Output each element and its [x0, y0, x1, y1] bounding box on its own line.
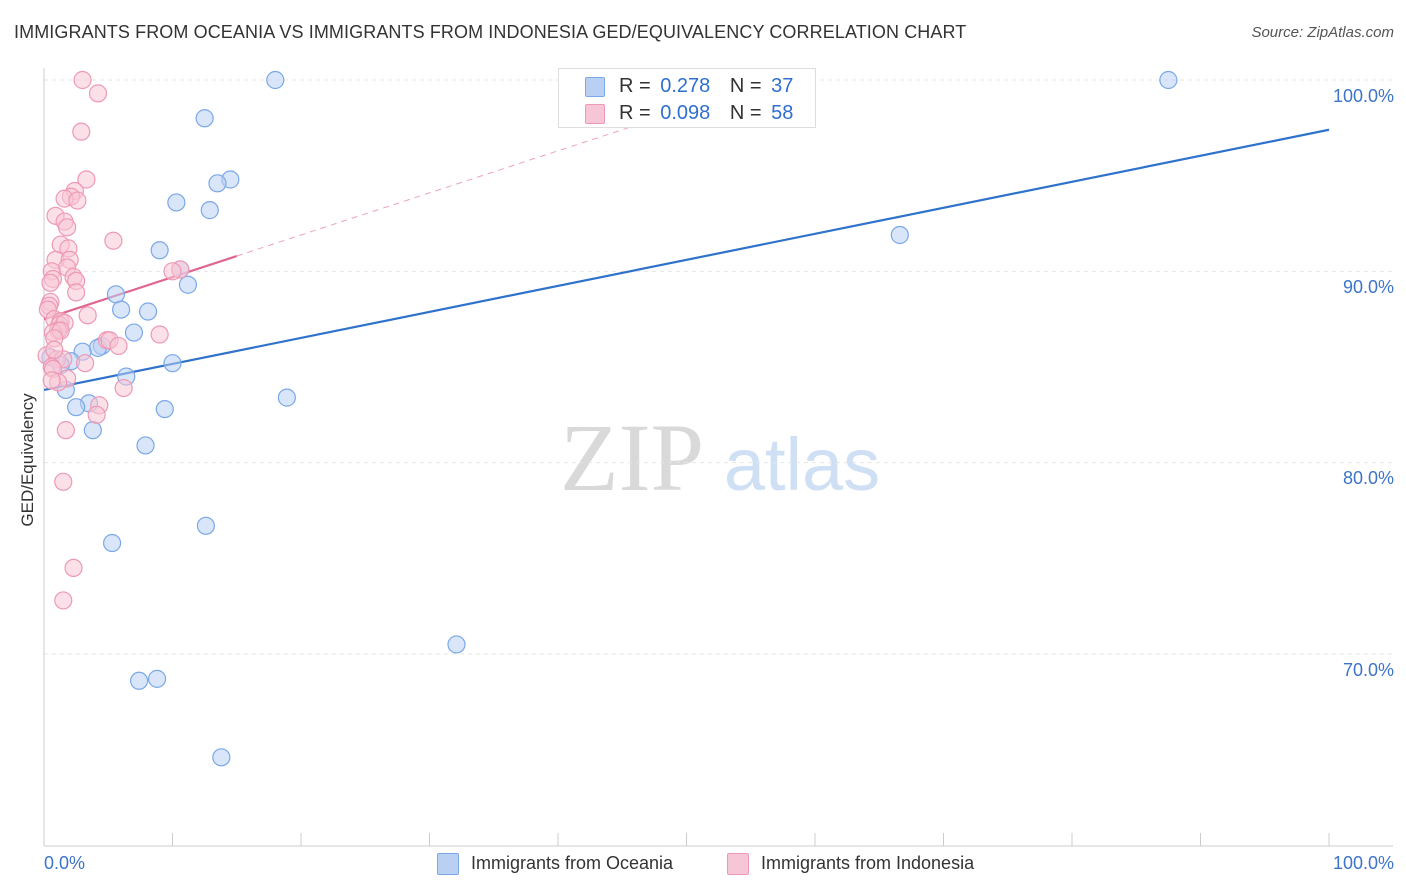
legend-label-indonesia: Immigrants from Indonesia	[761, 853, 975, 873]
point-indonesia-1	[88, 84, 108, 103]
point-indonesia-11	[104, 231, 123, 250]
trend-lines	[44, 68, 1330, 392]
trendline-oceania	[44, 128, 1330, 392]
legend-n-label: N =	[729, 102, 762, 124]
watermark-atlas: atlas	[724, 423, 880, 506]
point-oceania-30	[196, 516, 216, 535]
legend-n-value-indonesia: 58	[771, 102, 794, 124]
point-indonesia-2	[72, 122, 91, 141]
axes	[43, 68, 1393, 847]
point-oceania-31	[103, 533, 122, 553]
legend-r-value-indonesia: 0.098	[660, 102, 711, 124]
stats-legend: R = 0.278 N = 37 R = 0.098 N = 58	[558, 68, 816, 128]
legend-swatch-indonesia	[727, 853, 749, 875]
point-indonesia-54	[64, 558, 83, 578]
point-indonesia-52	[56, 421, 75, 440]
point-oceania-32	[447, 635, 466, 654]
point-indonesia-48	[42, 371, 61, 390]
gridlines	[44, 79, 1393, 655]
point-indonesia-40	[109, 336, 128, 356]
point-oceania-4	[208, 174, 227, 193]
legend-swatch-oceania	[437, 853, 459, 875]
trendline-indonesia	[44, 254, 238, 321]
point-oceania-33	[147, 669, 167, 688]
watermark-zip: ZIP	[560, 404, 704, 511]
legend-r-label: R =	[619, 75, 651, 97]
y-tick-label-90: 90.0%	[1342, 277, 1394, 297]
point-indonesia-37	[150, 325, 169, 344]
point-indonesia-56	[45, 340, 64, 359]
y-axis-label: GED/Equivalency	[18, 393, 37, 527]
point-oceania-29	[136, 436, 155, 455]
point-indonesia-49	[114, 378, 133, 398]
point-oceania-5	[167, 193, 186, 212]
point-oceania-11	[106, 285, 126, 304]
data-points	[37, 70, 1178, 767]
point-oceania-2	[195, 109, 214, 128]
y-tick-label-70: 70.0%	[1342, 660, 1394, 680]
point-indonesia-3	[77, 170, 96, 189]
point-indonesia-55	[54, 591, 73, 610]
point-oceania-35	[212, 748, 231, 767]
point-indonesia-18	[163, 262, 182, 281]
point-oceania-27	[155, 399, 174, 419]
point-indonesia-28	[78, 306, 97, 325]
legend-swatch-indonesia	[585, 104, 605, 124]
point-oceania-34	[129, 671, 149, 690]
point-indonesia-10	[58, 218, 77, 237]
point-oceania-7	[150, 241, 169, 260]
trendline-indonesia-extension	[236, 68, 813, 257]
legend-r-label: R =	[619, 102, 651, 124]
x-tick-label-max: 100.0%	[1332, 853, 1394, 873]
chart-source: Source: ZipAtlas.com	[1251, 24, 1394, 41]
legend-swatch-oceania	[585, 77, 605, 97]
point-indonesia-0	[73, 70, 92, 90]
series-legend: Immigrants from Oceania Immigrants from …	[0, 852, 1406, 878]
point-oceania-28	[83, 421, 102, 440]
point-oceania-21	[163, 354, 182, 373]
point-oceania-6	[200, 201, 219, 220]
point-oceania-13	[138, 302, 158, 321]
chart-title: IMMIGRANTS FROM OCEANIA VS IMMIGRANTS FR…	[14, 22, 967, 42]
point-oceania-26	[67, 398, 86, 417]
y-tick-label-80: 80.0%	[1342, 468, 1394, 488]
legend-n-value-oceania: 37	[771, 75, 794, 97]
legend-label-oceania: Immigrants from Oceania	[471, 853, 674, 873]
point-oceania-12	[111, 300, 131, 319]
legend-n-label: N =	[729, 75, 762, 97]
legend-r-value-oceania: 0.278	[660, 75, 711, 97]
x-ticks	[43, 833, 1330, 846]
watermark: ZIP atlas	[560, 404, 880, 511]
point-oceania-10	[178, 275, 198, 294]
point-oceania-24	[277, 388, 296, 407]
point-oceania-9	[890, 225, 909, 245]
point-indonesia-24	[67, 283, 86, 302]
point-indonesia-53	[54, 472, 73, 491]
point-oceania-1	[1159, 70, 1178, 90]
point-oceania-0	[266, 70, 285, 90]
point-indonesia-7	[68, 191, 87, 210]
point-oceania-14	[124, 323, 144, 342]
x-tick-label-min: 0.0%	[44, 853, 86, 873]
y-tick-label-100: 100.0%	[1332, 86, 1394, 106]
point-indonesia-23	[41, 273, 60, 292]
point-indonesia-57	[76, 354, 95, 373]
point-indonesia-51	[87, 405, 106, 424]
